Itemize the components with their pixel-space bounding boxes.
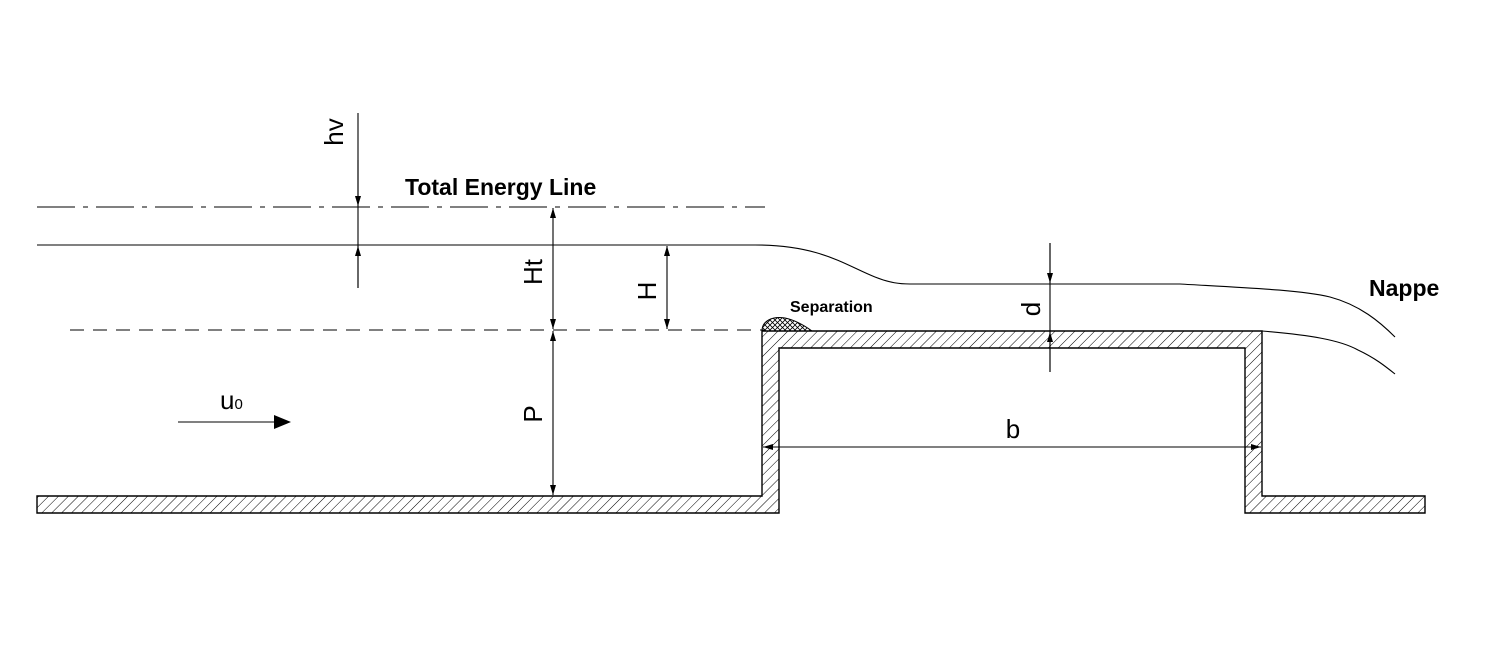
- p-label: P: [518, 405, 548, 422]
- d-label: d: [1016, 302, 1046, 316]
- total-energy-line-label: Total Energy Line: [405, 174, 596, 200]
- u0-main: u: [220, 385, 234, 415]
- nappe-lower-line: [1261, 330, 1396, 375]
- separation-zone: [761, 317, 814, 332]
- b-label: b: [1006, 414, 1020, 444]
- nappe-label: Nappe: [1369, 275, 1439, 301]
- separation-label: Separation: [790, 299, 873, 316]
- water-surface-line: [37, 244, 1396, 338]
- u0-subscript: 0: [234, 396, 242, 413]
- velocity-arrowhead: [274, 415, 291, 429]
- u0-label: u0: [220, 385, 243, 415]
- h-label: H: [632, 282, 662, 301]
- hv-label: hv: [319, 118, 349, 145]
- ht-label: Ht: [518, 258, 548, 285]
